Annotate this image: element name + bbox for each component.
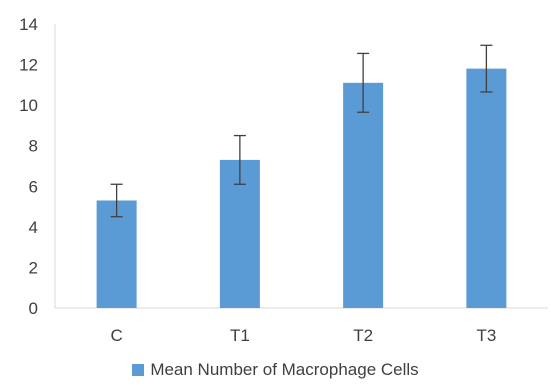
y-tick-label: 0 xyxy=(29,299,38,318)
legend: Mean Number of Macrophage Cells xyxy=(0,355,551,385)
y-tick-label: 14 xyxy=(19,15,38,34)
legend-swatch xyxy=(132,364,145,376)
legend-label: Mean Number of Macrophage Cells xyxy=(150,360,419,379)
y-tick-label: 6 xyxy=(29,177,38,196)
x-tick-label: T2 xyxy=(353,326,373,345)
bar xyxy=(343,82,384,308)
x-tick-label: T1 xyxy=(230,326,250,345)
y-tick-label: 8 xyxy=(29,137,38,156)
x-tick-label: C xyxy=(110,326,122,345)
y-tick-label: 10 xyxy=(19,96,38,115)
y-tick-label: 12 xyxy=(19,56,38,75)
y-tick-label: 4 xyxy=(29,218,38,237)
bar xyxy=(96,200,137,308)
y-tick-label: 2 xyxy=(29,258,38,277)
x-tick-label: T3 xyxy=(476,326,496,345)
bar xyxy=(466,68,507,308)
